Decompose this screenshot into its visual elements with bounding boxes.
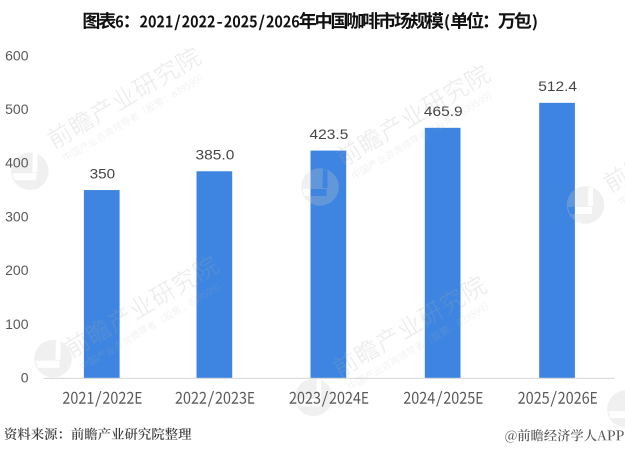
svg-text:500: 500 bbox=[5, 101, 29, 117]
svg-text:400: 400 bbox=[5, 155, 29, 171]
svg-text:350: 350 bbox=[90, 166, 116, 182]
svg-text:600: 600 bbox=[5, 47, 29, 63]
svg-text:100: 100 bbox=[5, 316, 29, 332]
svg-text:300: 300 bbox=[5, 208, 29, 224]
svg-text:423.5: 423.5 bbox=[310, 127, 349, 143]
svg-text:385.0: 385.0 bbox=[196, 148, 235, 164]
svg-text:0: 0 bbox=[21, 370, 29, 386]
svg-text:465.9: 465.9 bbox=[424, 104, 463, 120]
svg-text:512.4: 512.4 bbox=[538, 79, 577, 95]
svg-text:200: 200 bbox=[5, 262, 29, 278]
